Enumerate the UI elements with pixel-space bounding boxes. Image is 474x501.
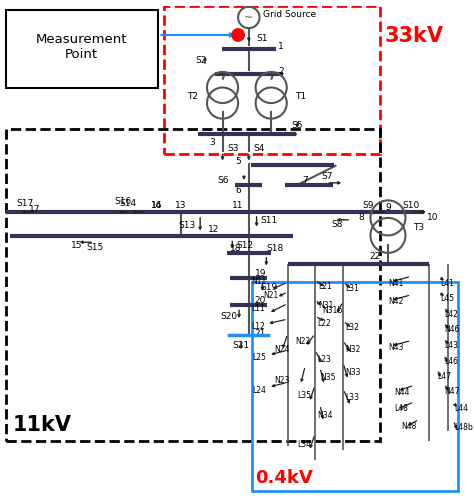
- Text: S14: S14: [120, 198, 137, 207]
- Text: 11kV: 11kV: [12, 414, 72, 434]
- Text: S21: S21: [232, 340, 250, 349]
- Text: 7: 7: [302, 176, 308, 185]
- Text: N47: N47: [445, 386, 460, 395]
- Text: L48: L48: [394, 403, 408, 412]
- Text: 19: 19: [255, 269, 266, 278]
- Text: N23: N23: [274, 375, 290, 384]
- Text: L34: L34: [298, 439, 311, 448]
- Text: L45: L45: [440, 294, 455, 303]
- Text: 5: 5: [235, 157, 241, 166]
- Text: N42: N42: [388, 297, 403, 306]
- Text: 20: 20: [255, 296, 266, 305]
- Text: S9: S9: [363, 200, 374, 209]
- Text: L24: L24: [253, 385, 266, 394]
- Text: 9: 9: [385, 202, 391, 211]
- Text: S19: S19: [261, 282, 278, 291]
- Text: N35: N35: [320, 372, 335, 381]
- Text: L32: L32: [345, 323, 359, 332]
- Text: L31: L31: [345, 284, 359, 293]
- Text: 14: 14: [151, 200, 162, 209]
- Text: Measurement
Point: Measurement Point: [36, 33, 127, 61]
- Text: N43: N43: [388, 342, 403, 351]
- Text: L35: L35: [298, 391, 311, 400]
- Text: 3: 3: [209, 138, 215, 147]
- Text: N31: N31: [318, 301, 333, 310]
- Text: S20: S20: [220, 311, 237, 320]
- Text: L23: L23: [317, 354, 331, 363]
- Text: S16: S16: [115, 196, 132, 205]
- Text: S11: S11: [261, 216, 278, 225]
- Text: N44: N44: [394, 387, 409, 396]
- Text: L11: L11: [251, 303, 264, 312]
- Text: L47: L47: [438, 371, 452, 380]
- Text: L12: L12: [251, 322, 264, 331]
- Text: T1: T1: [295, 92, 307, 101]
- Text: L46: L46: [445, 357, 458, 366]
- Text: L33: L33: [345, 393, 359, 402]
- Text: S1: S1: [256, 34, 268, 43]
- Text: L21: L21: [318, 281, 332, 290]
- Text: 12: 12: [208, 224, 219, 233]
- Text: N21: N21: [264, 291, 279, 300]
- Text: 2: 2: [278, 67, 283, 76]
- Text: 16: 16: [151, 200, 162, 209]
- Text: N31b: N31b: [322, 305, 342, 314]
- Text: T3: T3: [413, 223, 424, 231]
- Text: N34: N34: [317, 410, 332, 419]
- Text: 33kV: 33kV: [385, 26, 444, 46]
- Text: ~: ~: [244, 14, 254, 24]
- Text: L43: L43: [445, 340, 458, 349]
- Text: 18: 18: [229, 243, 241, 252]
- Text: 11: 11: [232, 200, 244, 209]
- Text: S12: S12: [236, 240, 253, 249]
- Text: L48b: L48b: [454, 422, 473, 431]
- Text: S17: S17: [16, 198, 34, 207]
- Text: S15: S15: [86, 242, 104, 251]
- Text: N22: N22: [295, 336, 311, 345]
- Text: T2: T2: [187, 92, 198, 101]
- Text: N11: N11: [251, 276, 266, 285]
- Text: S7: S7: [321, 171, 332, 180]
- Text: S5: S5: [292, 121, 303, 130]
- Text: N33: N33: [345, 367, 361, 376]
- Text: 0.4kV: 0.4kV: [255, 468, 313, 486]
- Text: 8: 8: [359, 213, 365, 222]
- Text: S4: S4: [254, 144, 265, 153]
- Text: L41: L41: [440, 278, 455, 287]
- Text: 1: 1: [278, 42, 284, 51]
- Text: 10: 10: [427, 213, 438, 222]
- Text: L25: L25: [253, 352, 266, 361]
- Text: S8: S8: [332, 220, 343, 229]
- Text: S13: S13: [178, 221, 195, 230]
- Text: S3: S3: [228, 144, 239, 153]
- Text: 22: 22: [369, 252, 380, 261]
- Text: 13: 13: [175, 200, 186, 209]
- Text: 15: 15: [71, 240, 82, 249]
- Text: N48: N48: [401, 421, 417, 430]
- Text: 17: 17: [29, 204, 40, 213]
- Text: N41: N41: [388, 278, 403, 287]
- Text: S6: S6: [218, 176, 229, 185]
- Text: S18: S18: [266, 243, 283, 252]
- Text: Grid Source: Grid Source: [264, 10, 317, 19]
- Text: L44: L44: [454, 403, 468, 412]
- Text: L42: L42: [445, 309, 458, 318]
- Text: 21: 21: [255, 329, 266, 338]
- Text: S10: S10: [403, 200, 420, 209]
- Text: S2: S2: [195, 56, 207, 65]
- Circle shape: [232, 30, 244, 42]
- Text: N46: N46: [445, 325, 460, 334]
- Text: N24: N24: [274, 344, 290, 353]
- Text: N32: N32: [345, 344, 361, 353]
- Text: 6: 6: [235, 186, 241, 195]
- Text: L22: L22: [317, 318, 331, 327]
